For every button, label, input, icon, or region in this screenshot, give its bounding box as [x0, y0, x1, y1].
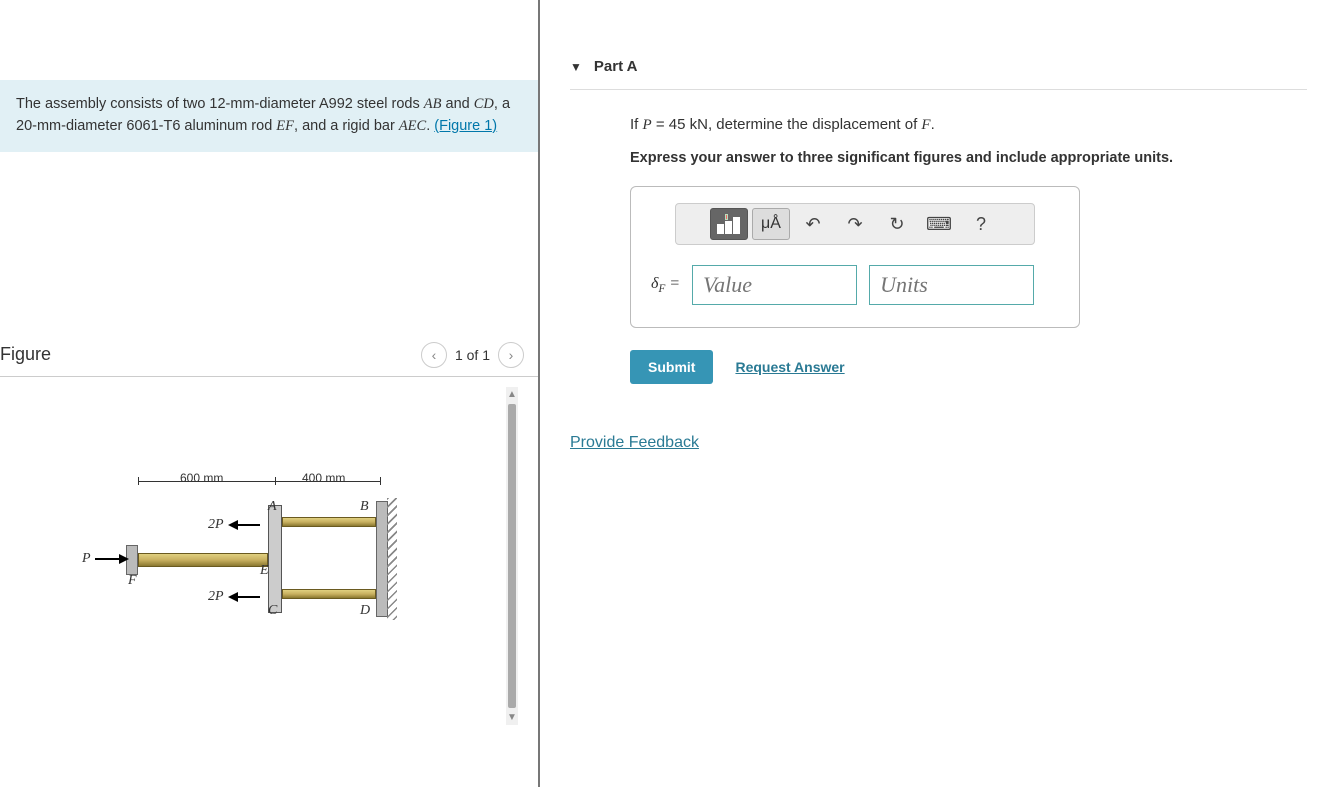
- figure-header: Figure ‹ 1 of 1 ›: [0, 342, 538, 377]
- figure-area: 600 mm 400 mm A B C D E F: [0, 377, 538, 737]
- rod-ab: [282, 517, 376, 527]
- part-title: Part A: [594, 58, 638, 75]
- force-2p-bottom-label: 2P: [208, 589, 224, 605]
- answer-label: δF =: [651, 275, 680, 295]
- label-d: D: [360, 603, 370, 619]
- label-f: F: [128, 573, 137, 589]
- rigid-bar-aec: [268, 505, 282, 613]
- dim-right-label: 400 mm: [302, 471, 345, 485]
- left-panel: The assembly consists of two 12-mm-diame…: [0, 0, 540, 787]
- reset-icon: ↻: [889, 214, 904, 235]
- collapse-icon[interactable]: ▼: [570, 60, 582, 74]
- label-c: C: [268, 603, 277, 619]
- pager-next-button[interactable]: ›: [498, 342, 524, 368]
- force-2p-bottom: 2P: [208, 589, 260, 605]
- help-button[interactable]: ?: [962, 208, 1000, 240]
- pager-prev-button[interactable]: ‹: [421, 342, 447, 368]
- figure-pager: ‹ 1 of 1 ›: [421, 342, 524, 368]
- redo-icon: ↷: [847, 214, 862, 235]
- undo-icon: ↶: [805, 214, 820, 235]
- request-answer-link[interactable]: Request Answer: [735, 359, 844, 375]
- force-2p-top: 2P: [208, 517, 260, 533]
- force-2p-top-label: 2P: [208, 517, 224, 533]
- label-b: B: [360, 499, 369, 515]
- right-wall: [376, 501, 388, 617]
- scroll-down-icon[interactable]: ▼: [505, 710, 519, 725]
- submit-row: Submit Request Answer: [630, 350, 1307, 384]
- answer-toolbar: μÅ ↶ ↷ ↻ ⌨ ?: [675, 203, 1035, 245]
- force-p-label: P: [82, 551, 91, 567]
- provide-feedback-link[interactable]: Provide Feedback: [570, 434, 699, 452]
- undo-button[interactable]: ↶: [794, 208, 832, 240]
- question-text: If P = 45 kN, determine the displacement…: [630, 116, 1307, 134]
- assembly-diagram: 600 mm 400 mm A B C D E F: [80, 477, 400, 677]
- label-e: E: [260, 563, 269, 579]
- part-header[interactable]: ▼ Part A: [570, 40, 1307, 90]
- value-input[interactable]: [692, 265, 857, 305]
- rod-ef: [138, 553, 268, 567]
- units-input[interactable]: [869, 265, 1034, 305]
- keyboard-button[interactable]: ⌨: [920, 208, 958, 240]
- reset-button[interactable]: ↻: [878, 208, 916, 240]
- answer-row: δF =: [651, 265, 1059, 305]
- problem-statement: The assembly consists of two 12-mm-diame…: [0, 80, 538, 152]
- figure-link[interactable]: (Figure 1): [434, 118, 497, 134]
- force-p: P: [82, 551, 129, 567]
- figure-title: Figure: [0, 344, 51, 365]
- right-panel: ▼ Part A If P = 45 kN, determine the dis…: [540, 0, 1337, 787]
- rod-cd: [282, 589, 376, 599]
- help-icon: ?: [976, 214, 986, 235]
- keyboard-icon: ⌨: [926, 214, 952, 235]
- redo-button[interactable]: ↷: [836, 208, 874, 240]
- instruction-text: Express your answer to three significant…: [630, 150, 1307, 166]
- dim-left-label: 600 mm: [180, 471, 223, 485]
- units-button-label: μÅ: [761, 215, 781, 233]
- scroll-thumb[interactable]: [508, 404, 516, 708]
- scroll-up-icon[interactable]: ▲: [505, 387, 519, 402]
- answer-card: μÅ ↶ ↷ ↻ ⌨ ?: [630, 186, 1080, 328]
- units-button[interactable]: μÅ: [752, 208, 790, 240]
- label-a: A: [268, 499, 277, 515]
- templates-icon: [716, 213, 742, 235]
- figure-scrollbar[interactable]: ▲ ▼: [506, 387, 518, 725]
- part-body: If P = 45 kN, determine the displacement…: [570, 90, 1307, 384]
- pager-text: 1 of 1: [455, 347, 490, 363]
- templates-button[interactable]: [710, 208, 748, 240]
- submit-button[interactable]: Submit: [630, 350, 713, 384]
